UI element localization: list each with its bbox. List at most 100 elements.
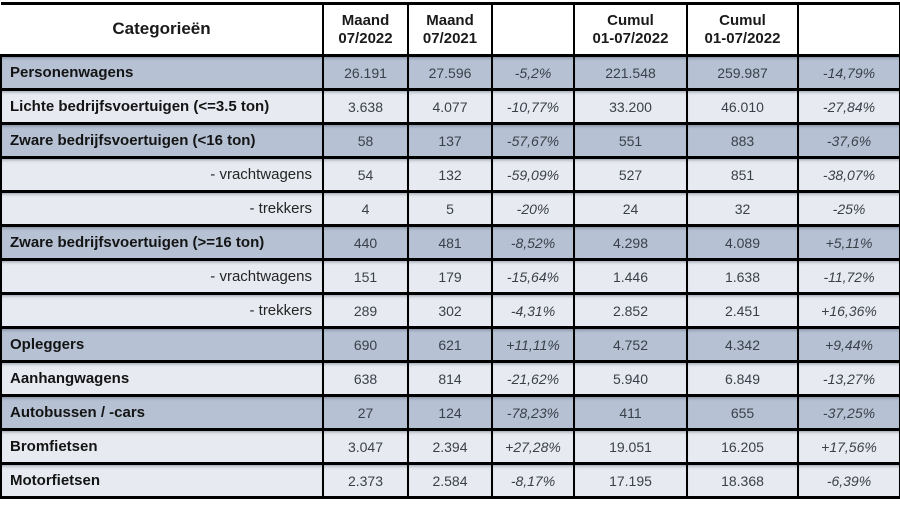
value-cell: 5: [407, 190, 493, 227]
percent-cell: -10,77%: [491, 88, 575, 125]
value-cell: 4.752: [573, 326, 688, 363]
table-row: Opleggers 690 621 +11,11% 4.752 4.342 +9…: [0, 326, 900, 363]
percent-cell: -78,23%: [491, 394, 575, 431]
category-cell: Motorfietsen: [0, 462, 324, 499]
value-cell: 655: [686, 394, 799, 431]
table-row: - trekkers 4 5 -20% 24 32 -25%: [0, 190, 900, 227]
category-cell: Lichte bedrijfsvoertuigen (<=3.5 ton): [0, 88, 324, 125]
percent-cell: -25%: [797, 190, 900, 227]
value-cell: 58: [322, 122, 409, 159]
percent-cell: -4,31%: [491, 292, 575, 329]
percent-cell: -21,62%: [491, 360, 575, 397]
column-header-cumul-percent: [797, 2, 900, 57]
value-cell: 4.298: [573, 224, 688, 261]
table-row: Lichte bedrijfsvoertuigen (<=3.5 ton) 3.…: [0, 88, 900, 125]
category-cell: - trekkers: [0, 292, 324, 329]
percent-cell: -11,72%: [797, 258, 900, 295]
value-cell: 2.394: [407, 428, 493, 465]
table-row: Zware bedrijfsvoertuigen (>=16 ton) 440 …: [0, 224, 900, 261]
value-cell: 638: [322, 360, 409, 397]
column-header-month-percent: [491, 2, 575, 57]
value-cell: 411: [573, 394, 688, 431]
column-header-line: Maand: [426, 11, 474, 29]
value-cell: 32: [686, 190, 799, 227]
percent-cell: -20%: [491, 190, 575, 227]
header-row: Categorieën Maand 07/2022 Maand 07/2021 …: [1, 2, 900, 57]
value-cell: 4.077: [407, 88, 493, 125]
percent-cell: -27,84%: [797, 88, 900, 125]
table-row: Autobussen / -cars 27 124 -78,23% 411 65…: [0, 394, 900, 431]
value-cell: 179: [407, 258, 493, 295]
value-cell: 2.373: [322, 462, 409, 499]
column-header-line: Cumul: [719, 11, 766, 29]
value-cell: 27: [322, 394, 409, 431]
value-cell: 302: [407, 292, 493, 329]
value-cell: 27.596: [407, 54, 493, 91]
table-row: Bromfietsen 3.047 2.394 +27,28% 19.051 1…: [0, 428, 900, 465]
value-cell: 4.089: [686, 224, 799, 261]
percent-cell: +17,56%: [797, 428, 900, 465]
value-cell: 851: [686, 156, 799, 193]
percent-cell: +5,11%: [797, 224, 900, 261]
value-cell: 259.987: [686, 54, 799, 91]
value-cell: 527: [573, 156, 688, 193]
category-cell: - vrachtwagens: [0, 156, 324, 193]
category-cell: Bromfietsen: [0, 428, 324, 465]
value-cell: 33.200: [573, 88, 688, 125]
percent-cell: +11,11%: [491, 326, 575, 363]
category-column-header: Categorieën: [1, 2, 324, 57]
table-row: Zware bedrijfsvoertuigen (<16 ton) 58 13…: [0, 122, 900, 159]
column-header-maand-2021: Maand 07/2021: [407, 2, 493, 57]
table-row: Personenwagens 26.191 27.596 -5,2% 221.5…: [0, 54, 900, 91]
table-row: Motorfietsen 2.373 2.584 -8,17% 17.195 1…: [0, 462, 900, 499]
value-cell: 2.852: [573, 292, 688, 329]
table-row: - trekkers 289 302 -4,31% 2.852 2.451 +1…: [0, 292, 900, 329]
value-cell: 2.451: [686, 292, 799, 329]
column-header-cumul-2022: Cumul 01-07/2022: [573, 2, 688, 57]
category-cell: Zware bedrijfsvoertuigen (>=16 ton): [0, 224, 324, 261]
category-cell: Autobussen / -cars: [0, 394, 324, 431]
category-cell: Aanhangwagens: [0, 360, 324, 397]
value-cell: 1.446: [573, 258, 688, 295]
value-cell: 551: [573, 122, 688, 159]
table-row: - vrachtwagens 54 132 -59,09% 527 851 -3…: [0, 156, 900, 193]
percent-cell: -38,07%: [797, 156, 900, 193]
percent-cell: +27,28%: [491, 428, 575, 465]
value-cell: 137: [407, 122, 493, 159]
value-cell: 17.195: [573, 462, 688, 499]
value-cell: 289: [322, 292, 409, 329]
value-cell: 46.010: [686, 88, 799, 125]
table-row: Aanhangwagens 638 814 -21,62% 5.940 6.84…: [0, 360, 900, 397]
category-cell: - vrachtwagens: [0, 258, 324, 295]
value-cell: 19.051: [573, 428, 688, 465]
value-cell: 883: [686, 122, 799, 159]
column-header-line: 01-07/2022: [592, 29, 669, 47]
value-cell: 690: [322, 326, 409, 363]
percent-cell: -6,39%: [797, 462, 900, 499]
column-header-maand-2022: Maand 07/2022: [322, 2, 409, 57]
category-cell: Opleggers: [0, 326, 324, 363]
category-cell: Zware bedrijfsvoertuigen (<16 ton): [0, 122, 324, 159]
value-cell: 440: [322, 224, 409, 261]
value-cell: 26.191: [322, 54, 409, 91]
value-cell: 16.205: [686, 428, 799, 465]
category-cell: Personenwagens: [0, 54, 324, 91]
column-header-line: 01-07/2022: [704, 29, 781, 47]
column-header-cumul-prev: Cumul 01-07/2022: [686, 2, 799, 57]
value-cell: 3.047: [322, 428, 409, 465]
column-header-line: Cumul: [607, 11, 654, 29]
value-cell: 814: [407, 360, 493, 397]
table-body: Personenwagens 26.191 27.596 -5,2% 221.5…: [0, 54, 900, 499]
category-cell: - trekkers: [0, 190, 324, 227]
value-cell: 5.940: [573, 360, 688, 397]
value-cell: 221.548: [573, 54, 688, 91]
column-header-line: 07/2021: [422, 29, 478, 47]
percent-cell: -37,6%: [797, 122, 900, 159]
percent-cell: -5,2%: [491, 54, 575, 91]
value-cell: 151: [322, 258, 409, 295]
value-cell: 4.342: [686, 326, 799, 363]
value-cell: 2.584: [407, 462, 493, 499]
percent-cell: -8,52%: [491, 224, 575, 261]
